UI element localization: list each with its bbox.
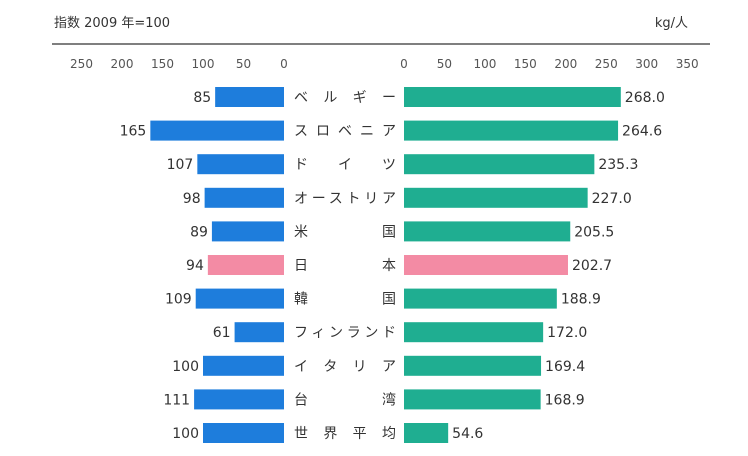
index-value-label: 89 [190,224,208,240]
chart-row: 100 イ タ リ ア 169.4 [172,355,585,376]
index-bar [197,154,284,175]
index-value-label: 98 [183,191,201,207]
country-label: スロベニア [294,124,396,140]
index-value-label: 100 [172,359,199,375]
left-tick-label: 150 [151,57,174,71]
kg-bar [404,120,619,141]
left-axis-label: 指数 2009 年=100 [54,16,170,31]
kg-bar [404,87,621,107]
kg-value-label: 168.9 [545,392,585,408]
chart-row: 94 日 本 202.7 [186,255,612,275]
country-label: 米 国 [294,224,396,240]
right-axis-ticks: 0 50 100 150 200 250 300 350 [400,57,698,71]
country-label: ベ ル ギ ー [294,90,396,106]
right-tick-label: 200 [554,57,577,71]
index-bar [203,355,284,376]
kg-value-label: 205.5 [574,224,614,240]
country-label: 世 界 平 均 [294,426,396,442]
chart-row: 98 オーストリア 227.0 [183,187,632,208]
index-bar [211,221,284,242]
country-label: ド イ ツ [294,157,396,173]
kg-bar [404,187,588,208]
kg-value-label: 202.7 [572,258,612,274]
kg-bar [404,322,544,343]
index-value-label: 94 [186,258,204,274]
right-tick-label: 350 [676,57,699,71]
kg-value-label: 268.0 [625,90,665,106]
index-bar [195,288,284,309]
kg-bar [404,255,568,275]
chart-rows: 85 ベ ル ギ ー 268.0 165 スロベニア 264.6 107 ド イ ツ 235.3… [120,87,665,443]
kg-bar [404,355,542,376]
index-bar [194,389,284,410]
chart-row: 85 ベ ル ギ ー 268.0 [193,87,665,107]
country-label: フィンランド [294,325,396,341]
chart-row: 100 世 界 平 均 54.6 [172,423,483,443]
right-tick-label: 250 [595,57,618,71]
left-tick-label: 200 [111,57,134,71]
kg-bar [404,423,449,443]
index-bar [234,322,284,343]
left-tick-label: 0 [280,57,288,71]
index-value-label: 107 [167,157,194,173]
index-bar [203,423,284,443]
index-bar [204,187,284,208]
chart-row: 109 韓 国 188.9 [165,288,601,309]
kg-value-label: 235.3 [598,157,638,173]
index-value-label: 111 [163,392,190,408]
kg-value-label: 169.4 [545,359,585,375]
kg-value-label: 227.0 [592,191,632,207]
right-tick-label: 0 [400,57,408,71]
kg-value-label: 188.9 [561,292,601,308]
right-tick-label: 100 [473,57,496,71]
kg-value-label: 54.6 [452,426,483,442]
index-value-label: 85 [193,90,211,106]
index-bar [207,255,284,275]
index-value-label: 100 [172,426,199,442]
right-axis-label: kg/人 [655,16,688,31]
left-axis-ticks: 250 200 150 100 50 0 [70,57,288,71]
index-value-label: 61 [213,325,231,341]
chart-row: 107 ド イ ツ 235.3 [167,154,638,175]
chart-row: 165 スロベニア 264.6 [120,120,662,141]
kg-value-label: 172.0 [547,325,587,341]
country-label: 韓 国 [294,292,396,308]
kg-bar [404,288,557,309]
kg-value-label: 264.6 [622,124,662,140]
left-tick-label: 100 [192,57,215,71]
left-tick-label: 250 [70,57,93,71]
chart-row: 89 米 国 205.5 [190,221,614,242]
right-tick-label: 150 [514,57,537,71]
chart-row: 111 台 湾 168.9 [163,389,585,410]
country-label: イ タ リ ア [294,359,396,375]
right-tick-label: 300 [635,57,658,71]
index-value-label: 165 [120,124,147,140]
right-tick-label: 50 [437,57,452,71]
kg-bar [404,154,595,175]
kg-bar [404,221,571,242]
index-bar [150,120,284,141]
kg-bar [404,389,541,410]
country-label: 台 湾 [294,391,396,408]
country-label: オーストリア [294,191,396,207]
country-label: 日 本 [294,258,396,274]
index-bar [215,87,284,107]
chart-row: 61 フィンランド 172.0 [213,322,587,343]
index-value-label: 109 [165,292,192,308]
left-tick-label: 50 [236,57,251,71]
